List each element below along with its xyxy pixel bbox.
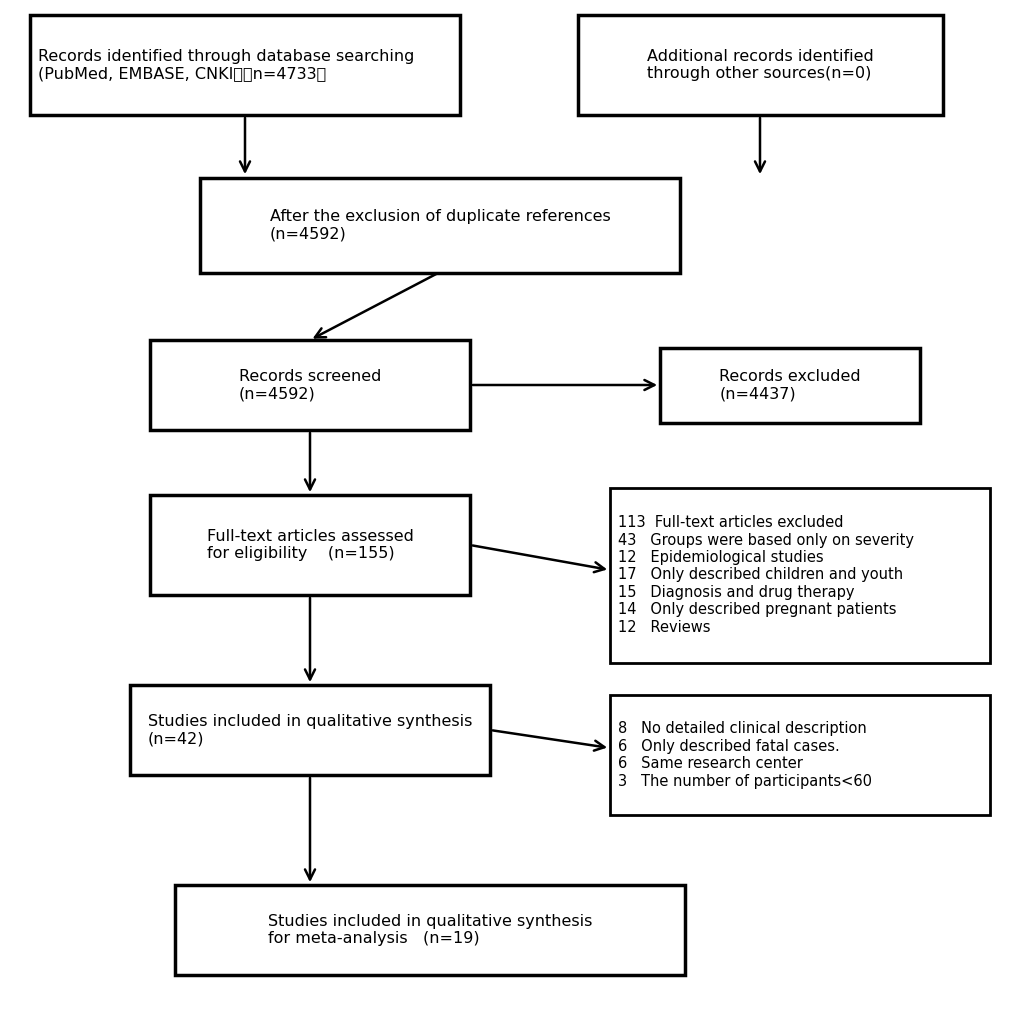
Bar (175, 884, 685, 975)
Text: Additional records identified
through other sources(n=0): Additional records identified through ot… (646, 49, 872, 82)
Text: 8   No detailed clinical description
6   Only described fatal cases.
6   Same re: 8 No detailed clinical description 6 Onl… (618, 721, 871, 789)
Text: Full-text articles assessed
for eligibility    (n=155): Full-text articles assessed for eligibil… (207, 529, 413, 561)
Text: Records excluded
(n=4437): Records excluded (n=4437) (718, 369, 860, 401)
Text: Records identified through database searching
(PubMed, EMBASE, CNKI）（n=4733）: Records identified through database sear… (38, 49, 414, 82)
Text: Studies included in qualitative synthesis
(n=42): Studies included in qualitative synthesi… (148, 713, 472, 746)
Bar (129, 685, 489, 775)
Bar (200, 177, 680, 272)
Bar (150, 340, 470, 430)
Text: After the exclusion of duplicate references
(n=4592): After the exclusion of duplicate referen… (269, 209, 609, 242)
Bar (609, 487, 989, 662)
Text: 113  Full-text articles excluded
43   Groups were based only on severity
12   Ep: 113 Full-text articles excluded 43 Group… (618, 516, 913, 635)
Bar (30, 15, 460, 115)
Bar (577, 15, 942, 115)
Text: Studies included in qualitative synthesis
for meta-analysis   (n=19): Studies included in qualitative synthesi… (268, 914, 592, 947)
Bar (609, 695, 989, 815)
Text: Records screened
(n=4592): Records screened (n=4592) (238, 369, 381, 401)
Bar (150, 495, 470, 595)
Bar (659, 347, 919, 423)
